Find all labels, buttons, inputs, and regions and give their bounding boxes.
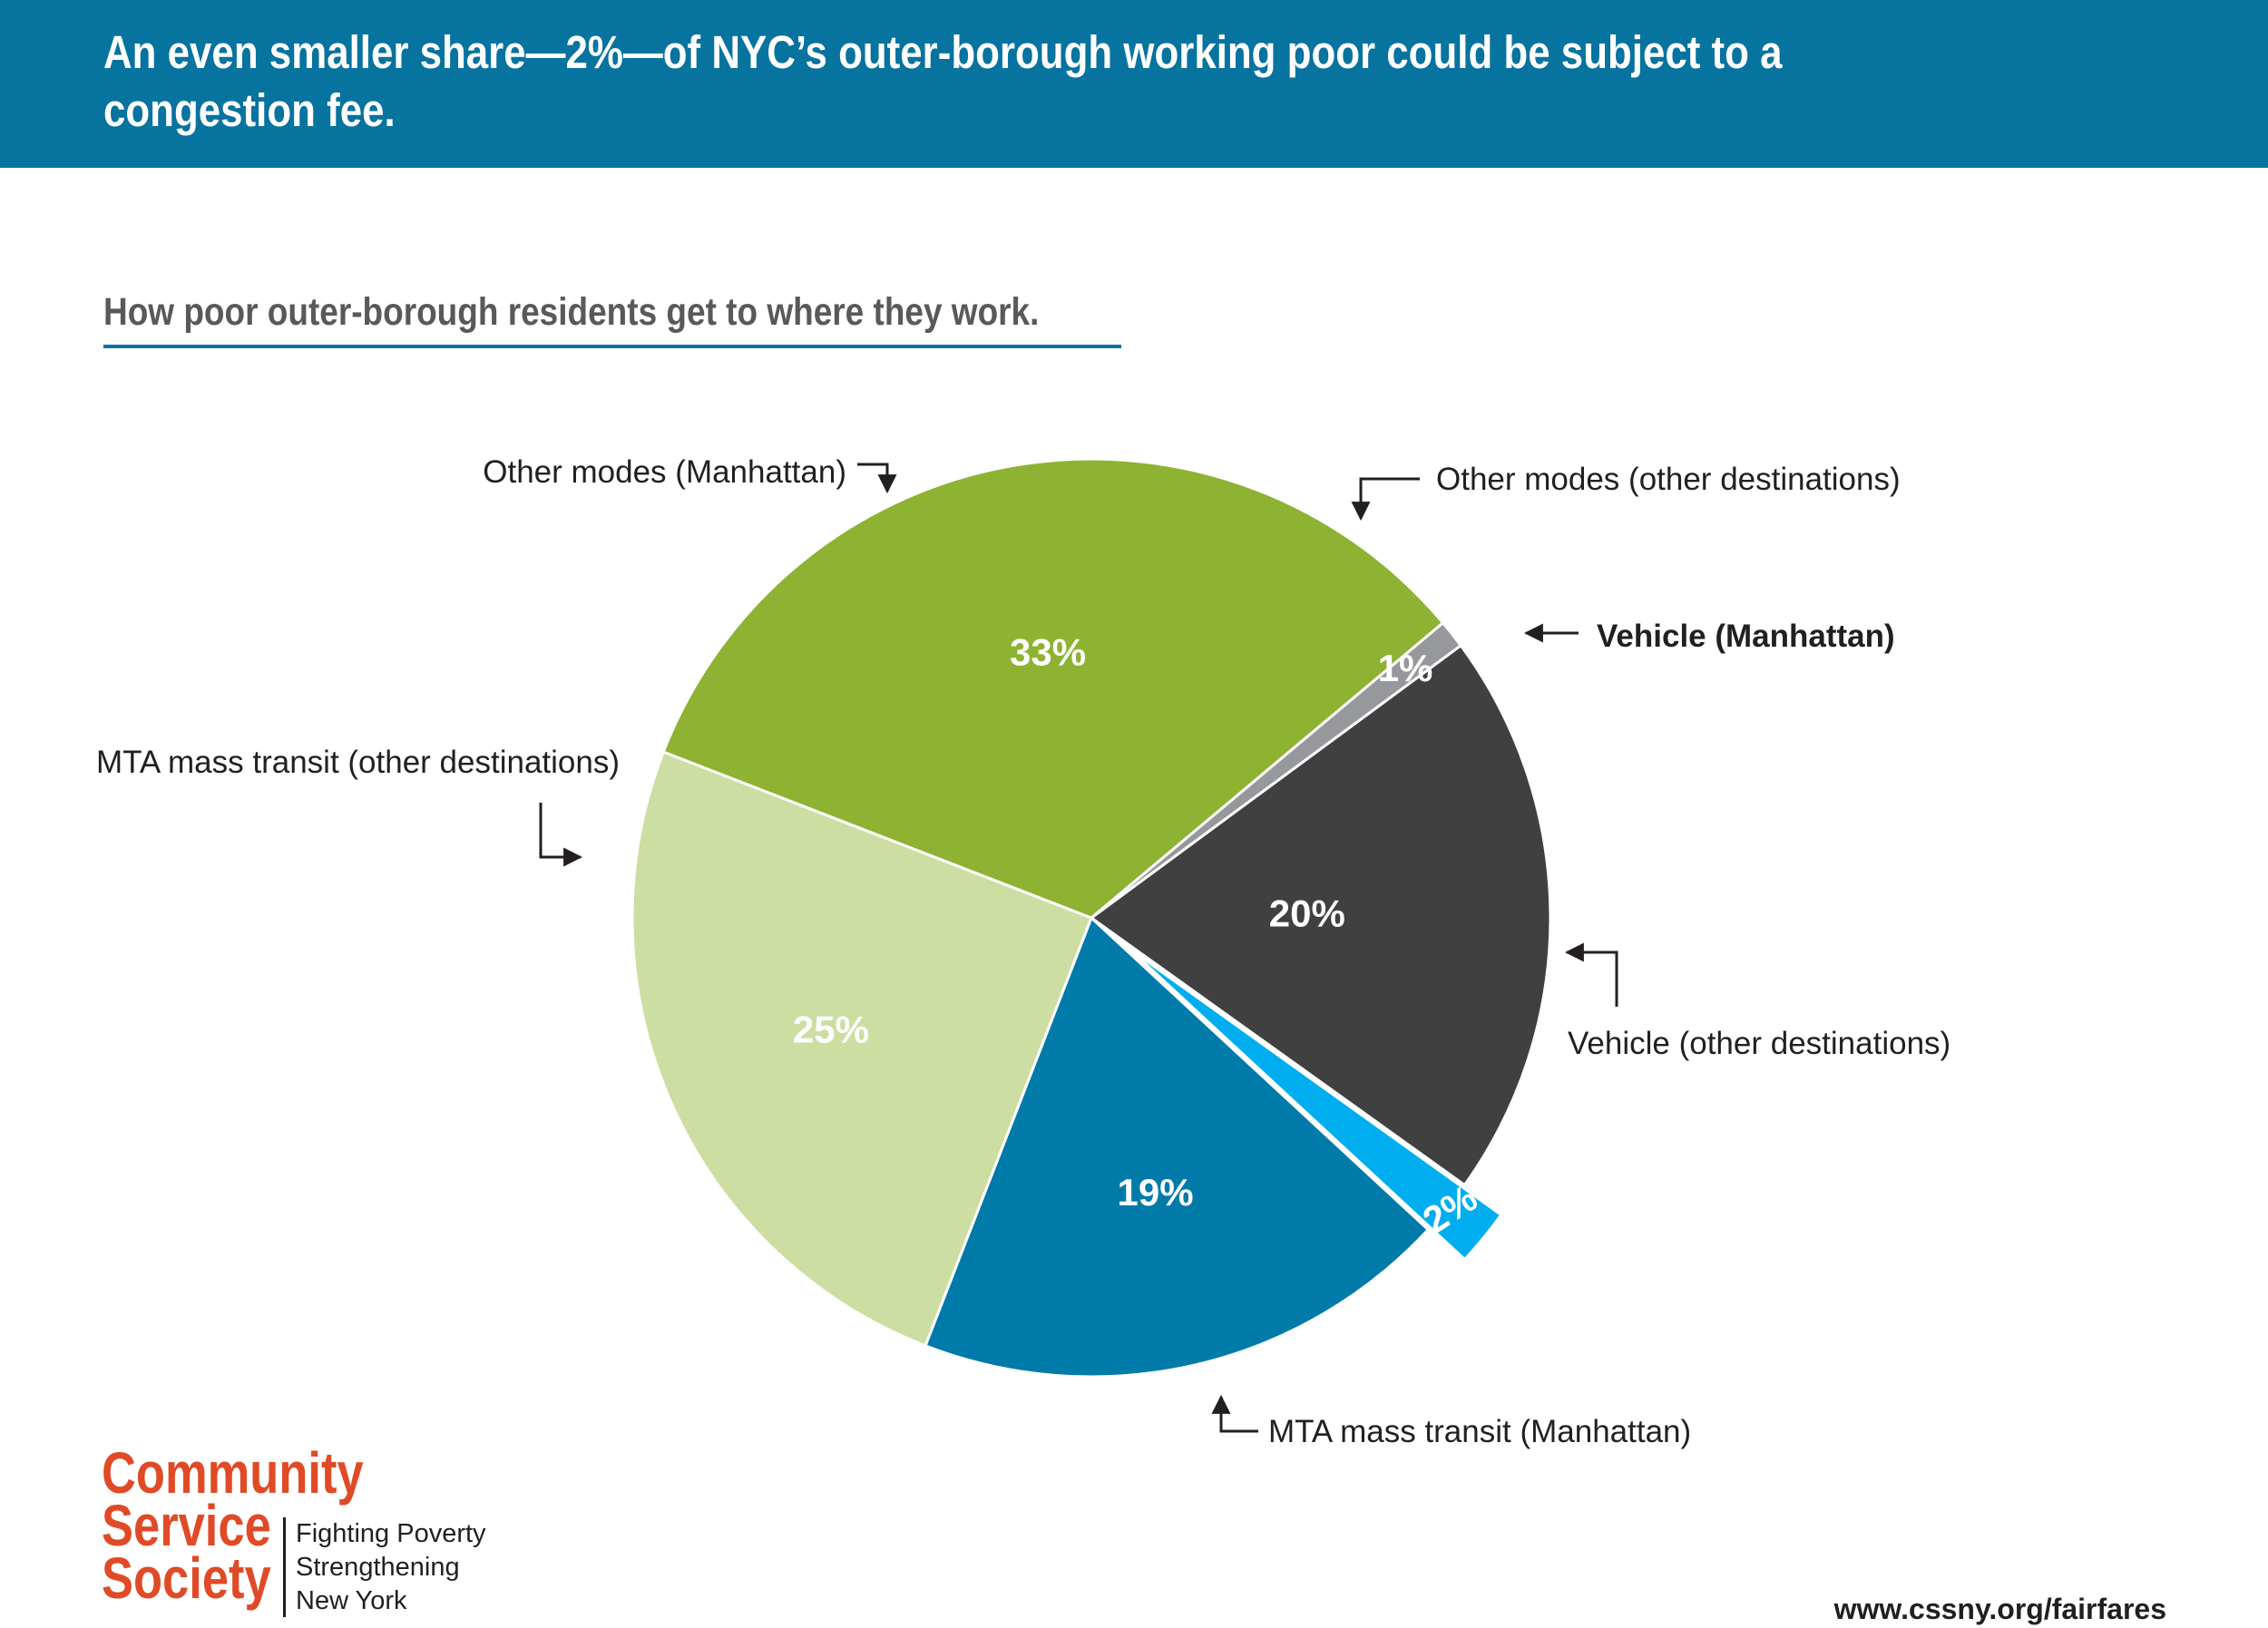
leader-arrow-other-modes-manhattan bbox=[857, 463, 897, 494]
footer-url: www.cssny.org/fairfares bbox=[1833, 1593, 2166, 1625]
leader-arrow-vehicle-other-destinations bbox=[1564, 942, 1618, 1007]
logo-wordmark: Community Service Society bbox=[102, 1440, 364, 1611]
header-banner: An even smaller share—2%—of NYC’s outer-… bbox=[0, 0, 2268, 168]
css-logo: Community Service Society Fighting Pover… bbox=[102, 1440, 486, 1617]
category-label-other-modes-other-destinations: Other modes (other destinations) bbox=[1436, 462, 1901, 497]
pie-slice-mta-mass-transit-other-destinations bbox=[661, 457, 1445, 920]
logo-divider bbox=[283, 1517, 286, 1617]
chart-subtitle: How poor outer-borough residents get to … bbox=[103, 290, 1040, 334]
slice-category-labels: Other modes (other destinations) Vehicle … bbox=[96, 454, 1950, 1449]
value-label-mta-mass-transit-manhattan: 25% bbox=[793, 1009, 869, 1051]
pie-slice-vehicle-other-destinations bbox=[924, 915, 1431, 1379]
category-label-other-modes-manhattan: Other modes (Manhattan) bbox=[483, 454, 846, 490]
category-label-mta-mass-transit-manhattan: MTA mass transit (Manhattan) bbox=[1268, 1414, 1691, 1449]
value-label-mta-mass-transit-other-destinations: 33% bbox=[1010, 631, 1086, 674]
pie-slice-other-modes-other-destinations bbox=[1089, 643, 1552, 1187]
pie-slice-vehicle-manhattan bbox=[1127, 946, 1503, 1262]
value-label-other-modes-other-destinations: 20% bbox=[1269, 892, 1345, 934]
subtitle-underline bbox=[103, 345, 1121, 348]
pie-slices bbox=[631, 457, 1552, 1379]
value-label-other-modes-manhattan: 1% bbox=[1378, 647, 1433, 689]
value-label-vehicle-other-destinations: 19% bbox=[1118, 1171, 1194, 1214]
logo-tagline: Fighting Poverty Strengthening New York bbox=[296, 1519, 486, 1615]
page-title: An even smaller share—2%—of NYC’s outer-… bbox=[103, 26, 1783, 136]
pie-slice-mta-mass-transit-manhattan bbox=[631, 750, 1093, 1348]
category-label-vehicle-other-destinations: Vehicle (other destinations) bbox=[1568, 1026, 1950, 1061]
category-label-vehicle-manhattan: Vehicle (Manhattan) bbox=[1597, 619, 1895, 654]
category-label-mta-mass-transit-other-destinations: MTA mass transit (other destinations) bbox=[96, 745, 620, 780]
pie-slice-other-modes-manhattan bbox=[1090, 620, 1463, 920]
leader-arrow-mta-mass-transit-manhattan bbox=[1211, 1394, 1258, 1433]
leader-arrow-other-modes-other-destinations bbox=[1351, 477, 1420, 522]
leader-arrows bbox=[539, 463, 1618, 1433]
leader-arrow-mta-mass-transit-other-destinations bbox=[539, 803, 583, 867]
